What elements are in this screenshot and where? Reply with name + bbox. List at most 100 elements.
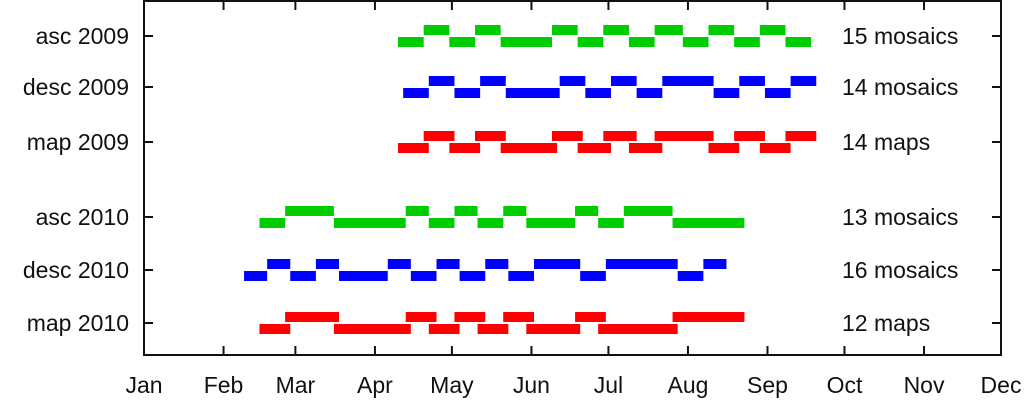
segment-bar <box>405 206 429 216</box>
segment-bar <box>672 312 745 322</box>
row-count-label: 12 maps <box>842 310 930 336</box>
x-tick-label: Nov <box>904 372 945 398</box>
segment-bar <box>474 131 506 141</box>
segment-bar <box>477 324 509 334</box>
plot-frame <box>143 0 1002 356</box>
segment-bar <box>628 143 663 153</box>
segment-bar <box>577 143 611 153</box>
x-tick-label: Jan <box>125 372 162 398</box>
segment-bar <box>387 259 411 269</box>
x-tick-label: Mar <box>276 372 316 398</box>
segment-bar <box>764 88 791 98</box>
segment-bar <box>410 271 437 281</box>
x-tick-label: Sep <box>747 372 788 398</box>
row-label: asc 2009 <box>36 23 129 49</box>
segment-bar <box>477 218 504 228</box>
row-label: map 2009 <box>27 129 129 155</box>
segment-bar <box>508 271 535 281</box>
segment-bar <box>603 131 637 141</box>
segment-bar <box>398 143 429 153</box>
segment-bar <box>603 25 629 35</box>
segment-bar <box>598 324 678 334</box>
segment-bar <box>785 131 817 141</box>
segment-bar <box>713 88 740 98</box>
segment-bar <box>623 206 673 216</box>
segment-bar <box>398 37 424 47</box>
row-label: desc 2010 <box>23 257 129 283</box>
segment-bar <box>734 131 765 141</box>
segment-bar <box>454 88 481 98</box>
segment-bar <box>759 143 791 153</box>
segment-bar <box>500 37 552 47</box>
row-count-label: 13 mosaics <box>842 204 958 230</box>
segment-bar <box>315 259 340 269</box>
segment-bar <box>423 25 450 35</box>
segment-bar <box>333 324 411 334</box>
segment-bar <box>677 271 704 281</box>
segment-bar <box>333 218 406 228</box>
x-tick-label: Aug <box>667 372 708 398</box>
row-label: asc 2010 <box>36 204 129 230</box>
x-tick-label: Jun <box>513 372 550 398</box>
x-tick-label: Feb <box>204 372 244 398</box>
segment-bar <box>628 37 655 47</box>
segment-bar <box>290 271 316 281</box>
x-tick-label: Oct <box>827 372 863 398</box>
segment-bar <box>423 131 455 141</box>
segment-bar <box>459 271 486 281</box>
segment-bar <box>790 76 817 86</box>
segment-bar <box>503 312 535 322</box>
row-count-label: 14 mosaics <box>842 74 958 100</box>
segment-bar <box>480 76 506 86</box>
segment-bar <box>551 131 583 141</box>
segment-bar <box>559 76 586 86</box>
segment-bar <box>703 259 727 269</box>
segment-bar <box>428 218 455 228</box>
segment-bar <box>339 271 388 281</box>
x-tick-label: May <box>430 372 474 398</box>
segment-bar <box>285 312 340 322</box>
segment-bar <box>526 324 581 334</box>
segment-bar <box>454 312 486 322</box>
x-tick-label: Apr <box>357 372 393 398</box>
segment-bar <box>577 37 604 47</box>
segment-bar <box>575 312 606 322</box>
segment-bar <box>636 88 663 98</box>
segment-bar <box>285 206 334 216</box>
segment-bar <box>259 218 286 228</box>
segment-bar <box>575 206 599 216</box>
segment-bar <box>785 37 812 47</box>
segment-bar <box>526 218 576 228</box>
segment-bar <box>605 259 678 269</box>
segment-bar <box>654 131 714 141</box>
segment-bar <box>585 88 611 98</box>
segment-bar <box>503 206 527 216</box>
segment-bar <box>436 259 460 269</box>
segments-layer <box>244 25 817 334</box>
x-tick-label: Dec <box>981 372 1022 398</box>
segment-bar <box>474 25 501 35</box>
segment-bar <box>739 76 765 86</box>
segment-bar <box>534 259 581 269</box>
segment-bar <box>682 37 709 47</box>
segment-bar <box>428 324 460 334</box>
row-count-label: 15 mosaics <box>842 23 958 49</box>
segment-bar <box>580 271 606 281</box>
segment-bar <box>485 259 509 269</box>
y-axis: asc 2009 15 mosaics desc 2009 14 mosaics map… <box>23 23 1001 336</box>
segment-bar <box>500 143 558 153</box>
segment-bar <box>610 76 637 86</box>
segment-bar <box>759 25 786 35</box>
x-tick-label: Jul <box>594 372 623 398</box>
segment-bar <box>428 76 455 86</box>
segment-bar <box>449 37 475 47</box>
segment-bar <box>662 76 714 86</box>
segment-bar <box>598 218 624 228</box>
row-label: desc 2009 <box>23 74 129 100</box>
segment-bar <box>551 25 578 35</box>
segment-bar <box>672 218 745 228</box>
segment-bar <box>734 37 760 47</box>
segment-bar <box>267 259 291 269</box>
segment-bar <box>403 88 429 98</box>
